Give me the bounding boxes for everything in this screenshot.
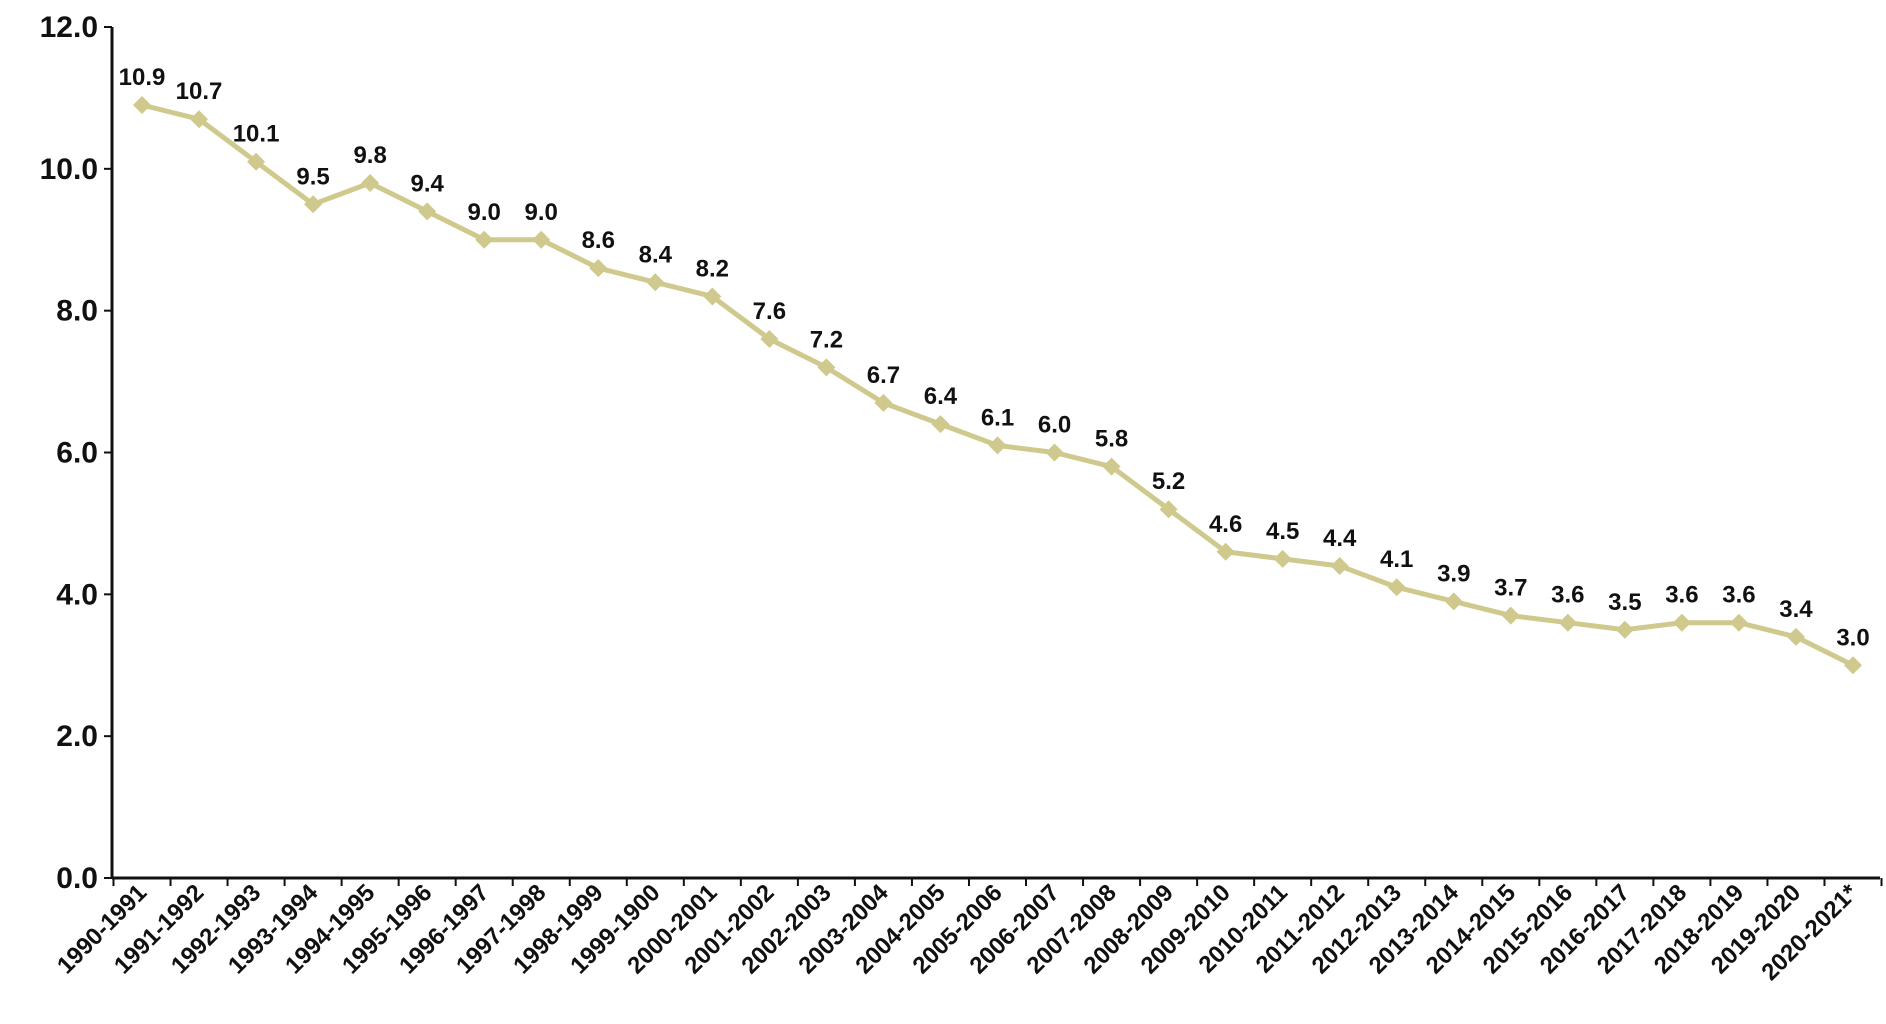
- data-value-label: 7.2: [810, 326, 843, 353]
- series-line: [141, 102, 1855, 668]
- data-point-marker: [1729, 613, 1748, 632]
- data-point-marker: [1558, 613, 1577, 632]
- data-point-marker: [1387, 578, 1406, 597]
- data-value-label: 10.1: [233, 121, 280, 148]
- data-point-marker: [703, 287, 722, 306]
- data-point-marker: [1045, 443, 1064, 462]
- data-value-label: 9.4: [410, 170, 444, 197]
- data-value-label: 8.2: [696, 255, 729, 282]
- data-labels: 10.9 10.7 10.1 9.5 9.8 9.4 9.0 9.0 8.6 8.4 8.2 7.6 7…: [119, 64, 1870, 651]
- data-value-label: 4.1: [1380, 546, 1413, 573]
- y-tick-label: 4.0: [56, 578, 98, 611]
- data-value-label: 6.1: [981, 404, 1014, 431]
- data-point-marker: [1102, 457, 1121, 476]
- data-value-label: 9.8: [353, 142, 386, 169]
- data-point-marker: [1786, 627, 1805, 646]
- data-value-label: 9.0: [525, 199, 558, 226]
- y-tick-label: 12.0: [40, 11, 98, 44]
- data-value-label: 5.8: [1095, 426, 1128, 453]
- data-value-label: 4.5: [1266, 518, 1299, 545]
- data-point-marker: [133, 96, 151, 115]
- data-value-label: 6.7: [867, 362, 900, 389]
- data-point-marker: [1615, 620, 1634, 639]
- data-point-marker: [1159, 500, 1178, 519]
- data-value-label: 6.0: [1038, 412, 1071, 439]
- data-point-marker: [1444, 592, 1463, 611]
- data-value-label: 8.4: [639, 241, 673, 268]
- data-value-label: 3.9: [1437, 560, 1470, 587]
- data-point-marker: [1273, 549, 1292, 568]
- data-point-marker: [418, 202, 437, 221]
- data-value-label: 3.6: [1551, 582, 1584, 609]
- data-point-marker: [532, 230, 551, 249]
- data-point-marker: [589, 259, 608, 278]
- data-point-marker: [1672, 613, 1691, 632]
- data-value-label: 10.7: [176, 78, 223, 105]
- data-point-marker: [646, 273, 665, 292]
- y-tick-label: 6.0: [56, 437, 98, 470]
- data-value-label: 3.4: [1779, 596, 1813, 623]
- data-point-marker: [874, 393, 893, 412]
- data-value-label: 4.4: [1323, 525, 1357, 552]
- data-point-marker: [247, 152, 266, 171]
- data-value-label: 3.7: [1494, 575, 1527, 602]
- y-tick-label: 10.0: [40, 153, 98, 186]
- data-point-marker: [304, 195, 323, 214]
- data-value-label: 4.6: [1209, 511, 1242, 538]
- data-point-marker: [817, 358, 836, 377]
- data-point-marker: [1330, 556, 1349, 575]
- data-value-label: 3.6: [1722, 582, 1755, 609]
- data-point-marker: [931, 415, 950, 434]
- data-point-marker: [190, 110, 209, 129]
- data-value-label: 9.0: [468, 199, 501, 226]
- x-axis-ticks: 1990-19911991-19921992-19931993-19941994…: [52, 878, 1883, 986]
- data-markers: [133, 96, 1862, 675]
- data-point-marker: [1844, 656, 1862, 675]
- y-tick-label: 8.0: [56, 295, 98, 328]
- data-value-label: 3.5: [1608, 589, 1641, 616]
- data-value-label: 6.4: [924, 383, 958, 410]
- y-tick-label: 0.0: [56, 862, 98, 895]
- data-value-label: 9.5: [296, 163, 329, 190]
- y-axis-ticks: 0.0 2.0 4.0 6.0 8.0 10.0 12.0: [40, 11, 112, 895]
- y-tick-label: 2.0: [56, 720, 98, 753]
- data-value-label: 8.6: [582, 227, 615, 254]
- data-value-label: 3.6: [1665, 582, 1698, 609]
- data-value-label: 5.2: [1152, 468, 1185, 495]
- data-point-marker: [1501, 606, 1520, 625]
- data-point-marker: [760, 330, 779, 349]
- data-point-marker: [1216, 542, 1235, 561]
- data-value-label: 10.9: [119, 64, 166, 91]
- data-value-label: 7.6: [753, 298, 786, 325]
- data-point-marker: [361, 174, 380, 193]
- data-value-label: 3.0: [1836, 624, 1869, 651]
- data-point-marker: [475, 230, 494, 249]
- data-point-marker: [988, 436, 1007, 455]
